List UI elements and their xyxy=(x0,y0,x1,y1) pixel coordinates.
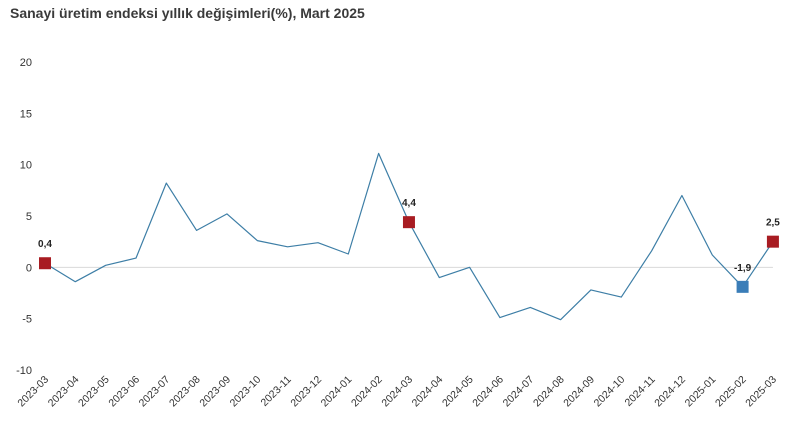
x-tick-label: 2023-08 xyxy=(167,374,203,410)
chart-title: Sanayi üretim endeksi yıllık değişimleri… xyxy=(10,5,365,21)
y-tick-label: 5 xyxy=(26,211,32,223)
data-label: 2,5 xyxy=(766,218,780,229)
data-label: 4,4 xyxy=(402,198,416,209)
data-label: -1,9 xyxy=(734,263,752,274)
x-tick-label: 2024-05 xyxy=(440,374,476,410)
x-tick-label: 2024-08 xyxy=(531,374,567,410)
series-line xyxy=(44,152,774,321)
x-tick-label: 2024-04 xyxy=(410,374,446,410)
x-tick-label: 2024-09 xyxy=(561,374,597,410)
x-tick-label: 2024-06 xyxy=(470,374,506,410)
y-tick-label: 15 xyxy=(20,108,32,120)
data-marker xyxy=(736,280,749,293)
x-tick-label: 2023-12 xyxy=(288,374,324,410)
x-tick-label: 2024-07 xyxy=(501,374,537,410)
x-tick-label: 2023-03 xyxy=(15,374,51,410)
x-tick-label: 2023-05 xyxy=(76,374,112,410)
x-tick-label: 2024-02 xyxy=(349,374,385,410)
y-tick-label: -5 xyxy=(22,314,32,326)
x-tick-label: 2023-11 xyxy=(259,374,294,409)
y-tick-label: 10 xyxy=(20,160,32,172)
data-marker xyxy=(39,257,51,270)
x-tick-label: 2024-10 xyxy=(592,374,628,410)
x-tick-label: 2024-01 xyxy=(319,374,355,410)
x-tick-label: 2024-11 xyxy=(623,374,658,409)
x-tick-label: 2025-01 xyxy=(683,374,719,410)
x-tick-label: 2024-12 xyxy=(652,374,688,410)
y-tick-label: -10 xyxy=(16,365,32,377)
x-tick-label: 2025-03 xyxy=(743,374,779,410)
y-tick-label: 0 xyxy=(26,262,32,274)
data-marker xyxy=(402,216,415,229)
x-tick-label: 2023-04 xyxy=(46,374,82,410)
x-tick-label: 2024-03 xyxy=(379,374,415,410)
x-tick-label: 2023-06 xyxy=(106,374,142,410)
data-marker xyxy=(766,235,779,248)
x-tick-label: 2025-02 xyxy=(713,374,749,410)
data-label: 0,4 xyxy=(38,239,52,250)
x-tick-label: 2023-09 xyxy=(197,374,233,410)
y-tick-label: 20 xyxy=(20,57,32,69)
x-tick-label: 2023-10 xyxy=(228,374,264,410)
x-tick-label: 2023-07 xyxy=(137,374,173,410)
